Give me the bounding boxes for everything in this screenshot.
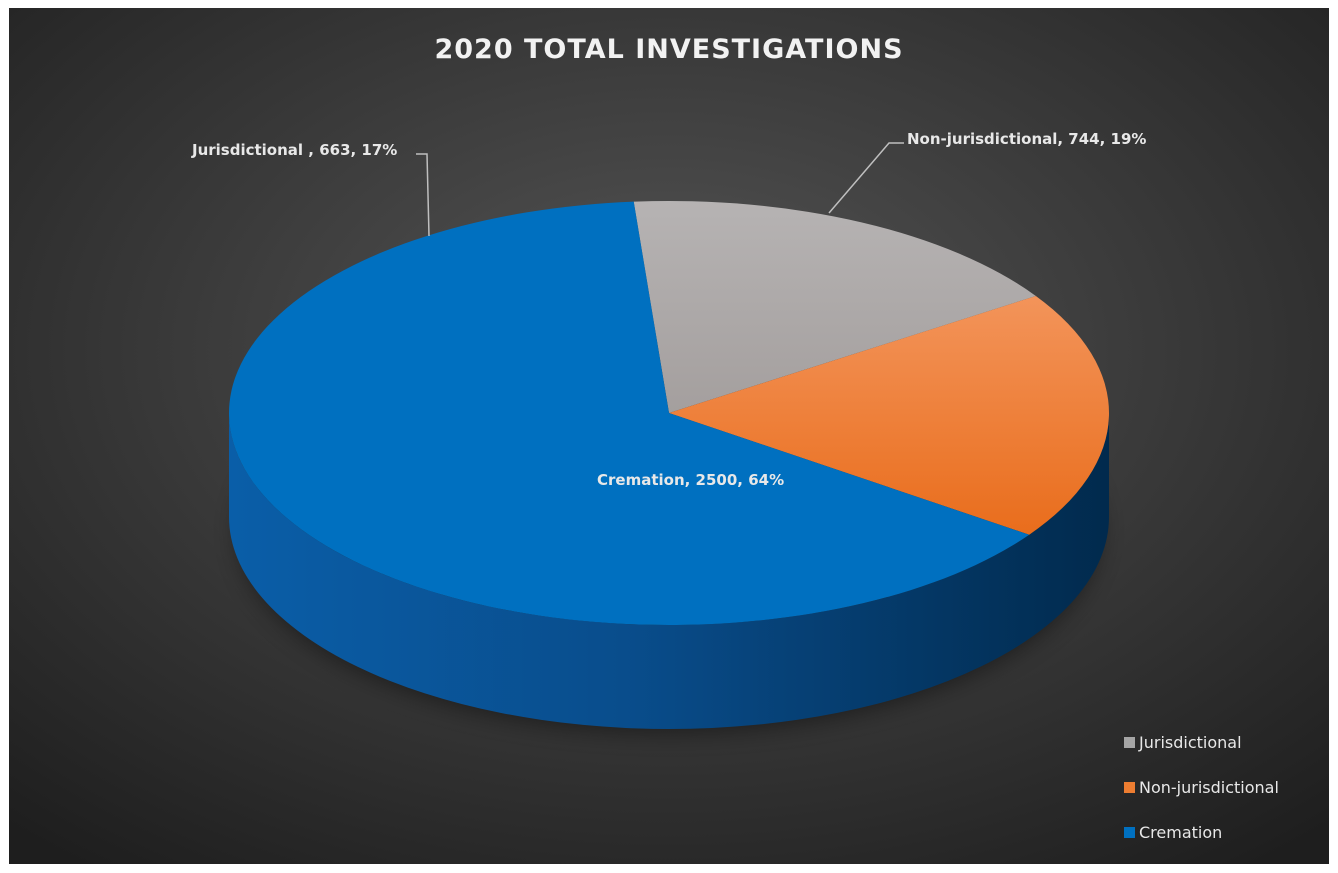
legend-label: Cremation	[1139, 822, 1223, 842]
legend-swatch	[1124, 781, 1135, 793]
chart-area: 2020 TOTAL INVESTIGATIONS Jurisdictional…	[9, 8, 1329, 864]
leader-line-non-jurisdictional	[828, 142, 904, 214]
pie-side-wall	[229, 413, 1109, 729]
legend-swatch	[1124, 826, 1135, 838]
pie-slice-cremation	[228, 201, 1030, 626]
legend-item-cremation: Cremation	[1124, 822, 1279, 842]
legend: Jurisdictional Non-jurisdictional Cremat…	[1124, 733, 1279, 868]
pie-group	[228, 201, 1109, 733]
legend-label: Non-jurisdictional	[1139, 777, 1279, 797]
data-label-non-jurisdictional: Non-jurisdictional, 744, 19%	[907, 130, 1147, 148]
pie-slice-jurisdictional	[633, 201, 1036, 413]
chart-title: 2020 TOTAL INVESTIGATIONS	[434, 34, 904, 65]
data-label-jurisdictional: Jurisdictional , 663, 17%	[192, 141, 398, 159]
data-label-cremation: Cremation, 2500, 64%	[597, 471, 785, 489]
legend-item-non-jurisdictional: Non-jurisdictional	[1124, 777, 1279, 797]
legend-item-jurisdictional: Jurisdictional	[1124, 732, 1279, 752]
pie-slice-non-jurisdictional	[669, 295, 1109, 535]
chart-svg	[9, 8, 1329, 864]
leader-lines	[416, 142, 904, 237]
leader-line-jurisdictional	[416, 153, 430, 237]
legend-swatch	[1124, 736, 1135, 748]
legend-label: Jurisdictional	[1139, 732, 1242, 752]
